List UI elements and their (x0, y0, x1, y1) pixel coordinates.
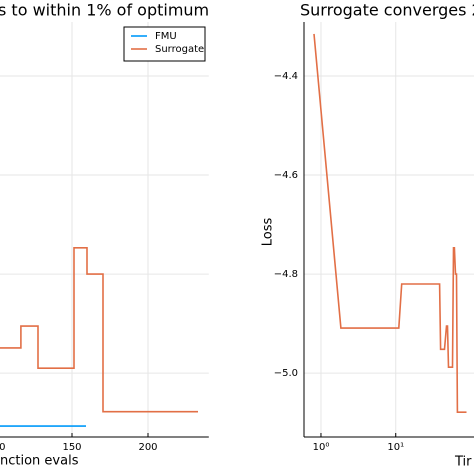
x-axis-label: Tir (454, 455, 472, 470)
x-tick-label: 10¹ (387, 442, 404, 453)
y-tick-label: −4.8 (274, 269, 298, 280)
y-axis-label: Loss (261, 218, 276, 247)
series-line (313, 33, 467, 414)
legend-label: FMU (155, 31, 177, 42)
y-tick-label: −4.4 (274, 71, 298, 82)
x-tick-label: 200 (138, 442, 157, 453)
x-axis-label: nction evals (0, 454, 79, 469)
chart-title: s to within 1% of optimum (0, 1, 209, 20)
series-line (0, 247, 198, 413)
y-tick-label: −5.0 (274, 368, 298, 379)
y-tick-label: −4.6 (274, 170, 298, 181)
x-tick-label: 100 (0, 442, 6, 453)
legend-label: Surrogate (155, 44, 204, 55)
x-tick-label: 150 (62, 442, 81, 453)
legend-box (123, 26, 206, 62)
x-tick-label: 10⁰ (313, 442, 330, 453)
chart-title: Surrogate converges 2 (300, 1, 474, 20)
